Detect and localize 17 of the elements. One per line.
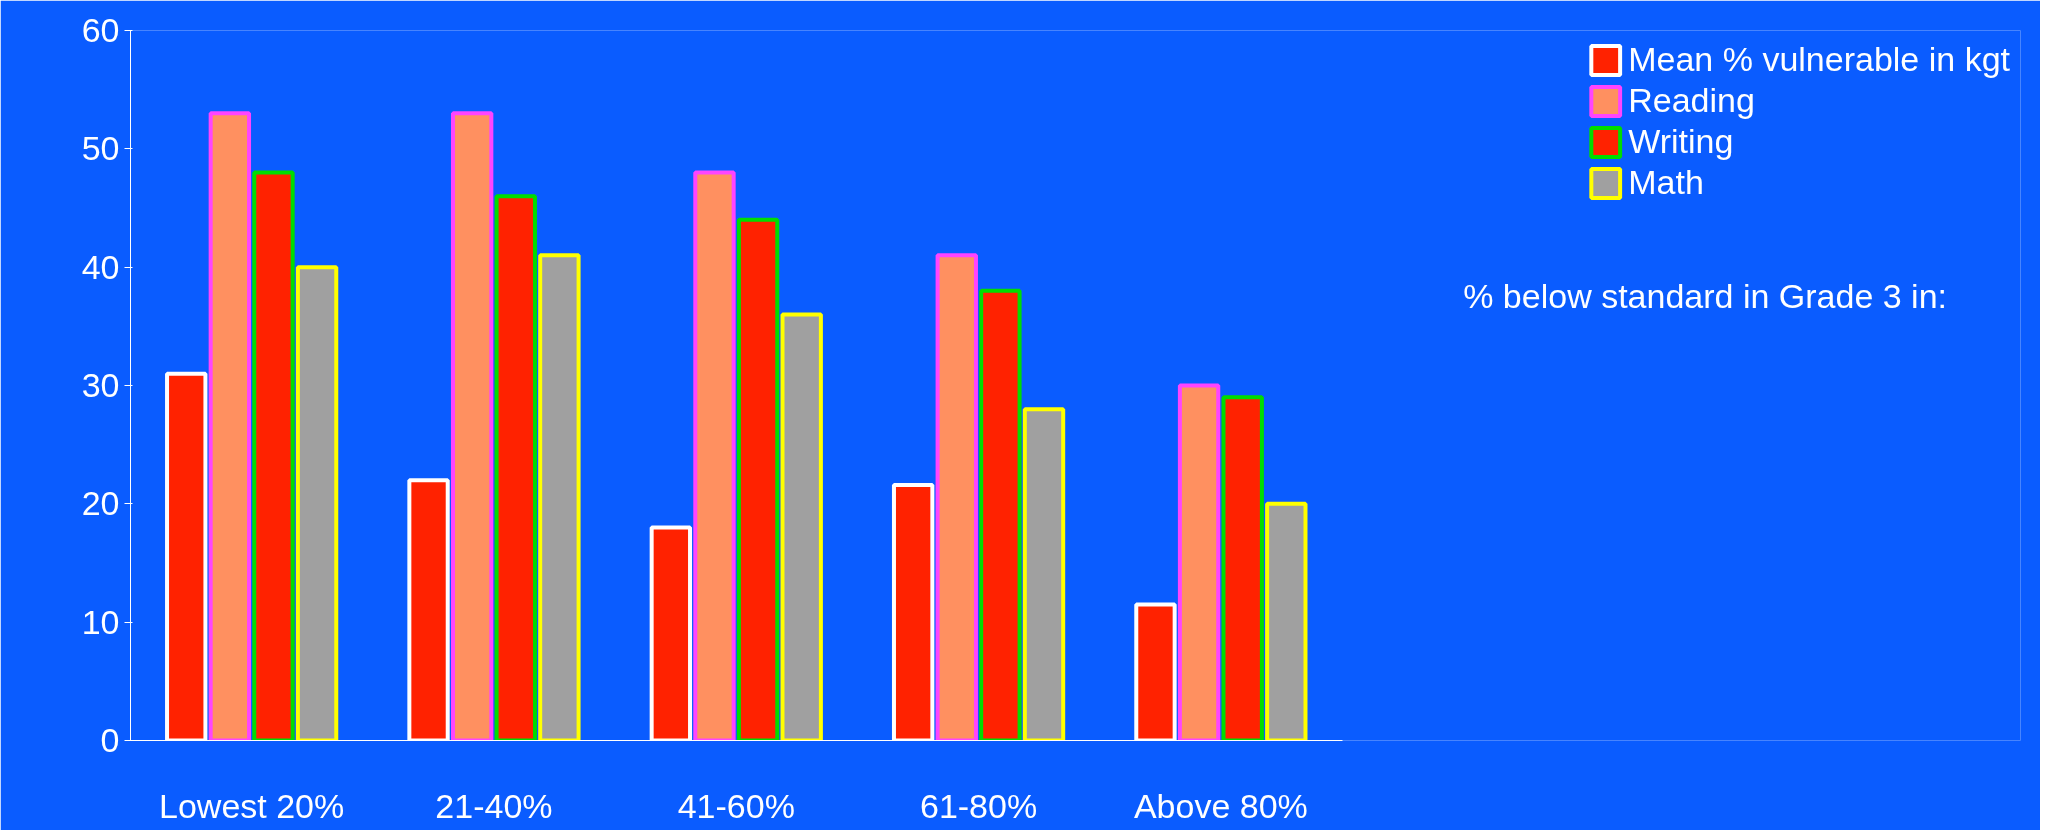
x-tick-label: 61-80% [919, 786, 1038, 825]
x-tick-label: 41-60% [677, 786, 795, 825]
y-tick-label: 50 [81, 129, 120, 168]
y-tick-label: 60 [81, 11, 120, 49]
y-tick-label: 40 [81, 247, 120, 286]
legend-label: Math [1628, 163, 1704, 202]
legend-label: Mean % vulnerable in kgt [1628, 40, 2010, 79]
y-tick-label: 20 [81, 484, 120, 523]
legend-label: Reading [1628, 81, 1755, 120]
y-tick-label: 10 [81, 602, 120, 641]
text: % below standard in Grade 3 in: [1463, 276, 1948, 315]
legend-label: Writing [1628, 122, 1734, 161]
y-tick-label: 30 [81, 366, 120, 404]
x-tick-label: Lowest 20% [159, 786, 345, 825]
y-tick-label: 0 [100, 721, 120, 759]
x-tick-label: 21-40% [435, 786, 553, 825]
x-tick-label: Above 80% [1133, 786, 1308, 825]
